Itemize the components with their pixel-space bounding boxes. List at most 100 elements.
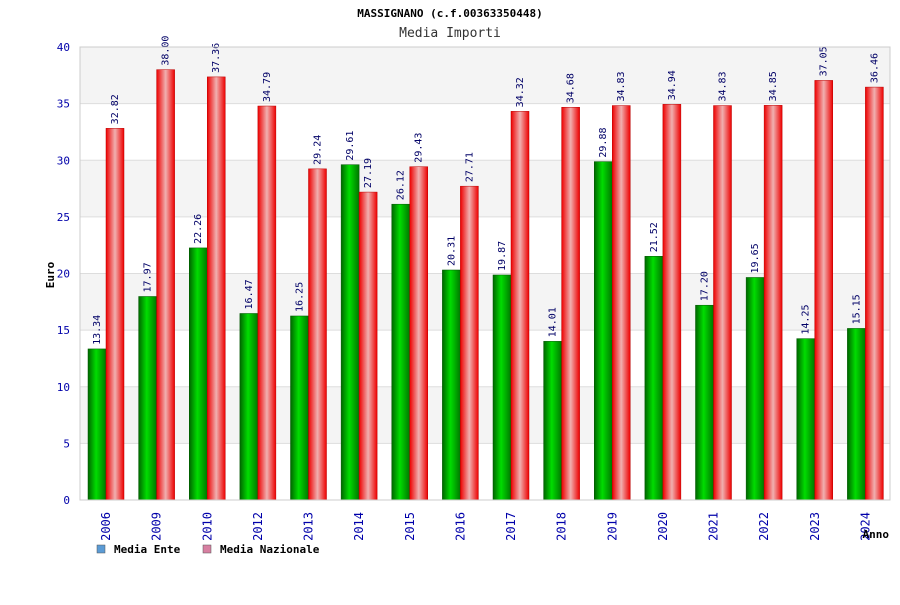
bar-media-nazionale xyxy=(156,69,175,501)
value-label: 34.79 xyxy=(262,72,273,102)
bar-media-nazionale xyxy=(358,191,378,501)
x-tick-label: 2010 xyxy=(200,512,214,541)
chart-title: MASSIGNANO (c.f.00363350448) xyxy=(357,7,542,20)
bar-media-nazionale xyxy=(814,80,833,501)
legend-label: Media Ente xyxy=(114,543,181,556)
value-label: 29.24 xyxy=(313,135,324,165)
value-label: 34.83 xyxy=(718,71,729,101)
legend: Media Ente Media Nazionale xyxy=(96,543,320,556)
x-tick-label: 2020 xyxy=(656,512,670,541)
bar-media-ente xyxy=(442,269,461,501)
chart-subtitle: Media Importi xyxy=(399,26,501,41)
x-tick-label: 2013 xyxy=(302,512,316,541)
value-labels: 13.34 32.82 17.97 38.00 22.26 37.36 16.47 34.79… xyxy=(92,36,880,345)
value-label: 14.01 xyxy=(548,307,559,337)
y-tick-label: 15 xyxy=(57,324,70,337)
x-tick-label: 2023 xyxy=(808,512,822,541)
bar-media-ente xyxy=(138,296,157,501)
x-tick-label: 2018 xyxy=(555,512,569,541)
x-axis-label: Anno xyxy=(863,528,890,541)
value-label: 34.83 xyxy=(616,71,627,101)
value-label: 27.19 xyxy=(363,158,374,188)
value-label: 15.15 xyxy=(851,294,862,324)
x-tick-label: 2012 xyxy=(251,512,265,541)
value-label: 14.25 xyxy=(801,305,812,335)
y-tick-label: 20 xyxy=(57,268,70,281)
value-label: 34.32 xyxy=(515,77,526,107)
y-tick-label: 25 xyxy=(57,211,70,224)
x-tick-label: 2024 xyxy=(858,512,872,541)
bar-media-ente xyxy=(492,274,512,501)
value-label: 17.20 xyxy=(700,271,711,301)
y-tick-label: 10 xyxy=(57,381,70,394)
x-tick-label: 2021 xyxy=(707,512,721,541)
plot-frame xyxy=(79,46,891,501)
value-label: 29.61 xyxy=(345,131,356,161)
value-label: 16.47 xyxy=(244,279,255,309)
bar-media-ente xyxy=(290,315,309,501)
bar-media-nazionale xyxy=(105,128,125,501)
value-label: 34.68 xyxy=(566,73,577,103)
x-tick-label: 2022 xyxy=(757,512,771,541)
y-axis-label: Euro xyxy=(44,261,57,288)
bar-media-ente xyxy=(391,203,410,501)
bar-media-ente xyxy=(644,256,664,501)
x-tick-label: 2017 xyxy=(504,512,518,541)
value-label: 38.00 xyxy=(161,36,172,66)
y-tick-label: 40 xyxy=(57,41,70,54)
bar-media-ente xyxy=(87,348,107,501)
bar-media-nazionale xyxy=(865,86,884,501)
value-label: 34.85 xyxy=(768,71,779,101)
bar-media-nazionale xyxy=(308,168,327,501)
value-label: 19.65 xyxy=(750,243,761,273)
value-label: 29.88 xyxy=(598,127,609,157)
bar-media-nazionale xyxy=(763,105,783,501)
bar-media-nazionale xyxy=(662,104,682,501)
x-tick-label: 2006 xyxy=(99,512,113,541)
bar-media-ente xyxy=(543,341,562,501)
x-tick-label: 2009 xyxy=(150,512,164,541)
bar-media-ente xyxy=(796,338,815,501)
value-label: 29.43 xyxy=(414,133,425,163)
x-tick-label: 2019 xyxy=(605,512,619,541)
bar-media-ente xyxy=(695,304,714,501)
bar-media-nazionale xyxy=(207,76,226,501)
x-tick-label: 2016 xyxy=(453,512,467,541)
bars xyxy=(87,69,884,501)
bar-media-ente xyxy=(847,328,866,501)
value-label: 27.71 xyxy=(464,152,475,182)
value-label: 21.52 xyxy=(649,222,660,252)
value-label: 32.82 xyxy=(110,94,121,124)
bar-media-ente xyxy=(594,161,613,501)
value-label: 13.34 xyxy=(92,315,103,345)
value-label: 17.97 xyxy=(143,262,154,292)
bar-media-nazionale xyxy=(561,106,580,501)
bar-media-ente xyxy=(340,164,360,501)
bar-media-nazionale xyxy=(257,105,277,501)
x-tick-labels: 2006 2009 2010 2012 2013 2014 2015 2016 2017 2018… xyxy=(99,512,872,541)
bar-media-nazionale xyxy=(460,185,479,501)
bar-media-nazionale xyxy=(612,105,631,501)
value-label: 20.31 xyxy=(446,236,457,266)
bar-media-nazionale xyxy=(713,105,732,501)
bar-media-nazionale xyxy=(510,111,530,501)
value-label: 34.94 xyxy=(667,70,678,100)
bar-media-ente xyxy=(239,313,259,501)
y-tick-label: 0 xyxy=(63,494,70,507)
bar-media-ente xyxy=(745,277,765,501)
legend-swatch xyxy=(202,544,212,554)
y-tick-label: 35 xyxy=(57,98,70,111)
value-label: 26.12 xyxy=(396,170,407,200)
value-label: 16.25 xyxy=(295,282,306,312)
value-label: 37.36 xyxy=(211,43,222,73)
x-tick-label: 2015 xyxy=(403,512,417,541)
legend-label: Media Nazionale xyxy=(220,543,320,556)
y-tick-label: 30 xyxy=(57,154,70,167)
legend-swatch xyxy=(96,544,106,554)
x-tick-label: 2014 xyxy=(352,512,366,541)
y-tick-labels: 0 5 10 15 20 25 30 35 40 xyxy=(57,41,70,507)
value-label: 19.87 xyxy=(497,241,508,271)
y-tick-label: 5 xyxy=(63,437,70,450)
